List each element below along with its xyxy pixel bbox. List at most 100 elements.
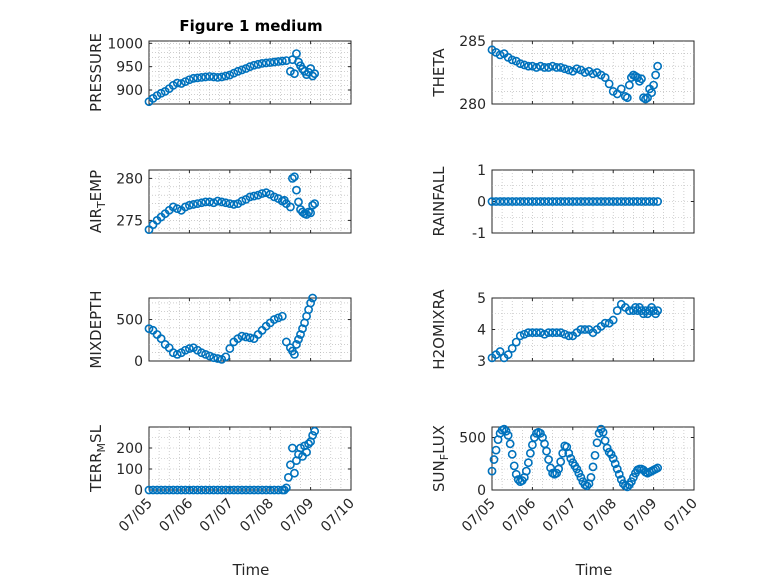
data-point — [168, 485, 178, 495]
y-axis-label-text: PRESSURE — [87, 33, 105, 112]
data-point — [209, 198, 219, 208]
data-point — [225, 199, 235, 208]
data-point — [306, 298, 315, 308]
data-point — [156, 334, 166, 344]
y-axis-label-rainfall: RAINFALL — [430, 166, 448, 237]
data-point — [213, 73, 223, 82]
data-point — [249, 485, 259, 495]
x-tick-label: 07/09 — [278, 496, 318, 536]
data-point — [649, 197, 658, 206]
data-point — [302, 70, 311, 79]
data-point — [308, 430, 318, 440]
data-point — [253, 190, 263, 200]
data-point — [184, 485, 194, 495]
data-point — [528, 197, 537, 206]
data-point — [588, 462, 598, 472]
data-point — [540, 197, 549, 206]
y-axis-label-mixdepth: MIXDEPTH — [87, 290, 105, 368]
data-point — [308, 71, 318, 81]
data-point — [273, 485, 283, 495]
data-point — [564, 448, 574, 458]
data-point — [536, 61, 545, 71]
data-point — [523, 197, 533, 206]
data-point — [523, 61, 533, 71]
data-point — [556, 197, 566, 206]
data-point — [608, 315, 618, 325]
data-point — [540, 329, 549, 339]
y-axis-label-sun_flux: SUNFLUX — [430, 425, 451, 492]
y-tick-label: 275 — [116, 213, 143, 229]
data-point — [172, 204, 182, 214]
y-axis-label-theta: THETA — [430, 48, 448, 98]
y-axis-label-text: AIR — [87, 208, 105, 233]
data-point — [279, 485, 289, 495]
data-point — [544, 197, 553, 206]
data-point — [519, 60, 529, 70]
data-point — [201, 349, 210, 359]
x-tick-label: 07/06 — [156, 495, 196, 535]
data-point — [507, 197, 517, 206]
y-axis-label-air_temp: AIRTEMP — [87, 170, 108, 233]
data-point — [189, 73, 198, 83]
data-point — [515, 331, 525, 341]
data-point — [542, 446, 551, 456]
data-point — [505, 439, 515, 449]
data-point — [624, 80, 634, 90]
y-axis-label-subscript: T — [95, 201, 108, 209]
y-axis-label-text: MIXDEPTH — [87, 290, 105, 368]
subplot-air_temp: 275 280 AIRTEMP — [87, 169, 352, 235]
data-point — [213, 196, 223, 206]
data-point — [221, 352, 231, 362]
data-point — [245, 192, 255, 202]
y-tick-label: 5 — [477, 291, 486, 307]
data-point — [164, 485, 174, 495]
y-tick-label: 500 — [116, 313, 143, 329]
data-point — [548, 197, 557, 206]
x-axis-label-left: Time — [232, 561, 270, 579]
data-point — [257, 485, 267, 495]
y-axis-label-h2omixra: H2OMIXRA — [430, 289, 448, 370]
data-point — [148, 485, 158, 495]
y-axis-label-subscript: M — [95, 443, 108, 453]
y-axis-label-suffix: EMP — [87, 170, 105, 201]
data-point — [548, 328, 557, 338]
data-point — [532, 63, 541, 72]
data-point — [225, 344, 235, 353]
data-point — [281, 56, 291, 65]
y-tick-label: 1 — [477, 163, 486, 179]
data-point — [277, 311, 287, 321]
data-point — [647, 88, 656, 98]
data-point — [566, 454, 576, 463]
data-point — [598, 427, 608, 437]
data-point — [653, 61, 663, 71]
data-point — [594, 428, 604, 438]
data-point — [172, 349, 182, 359]
y-axis-label-text: SUN — [430, 460, 448, 492]
data-point — [273, 57, 283, 66]
y-tick-label: 900 — [116, 83, 143, 99]
y-tick-label: 0 — [477, 483, 486, 499]
data-point — [241, 332, 251, 342]
data-point — [217, 197, 227, 207]
data-point — [168, 348, 178, 358]
y-axis-label-text: THETA — [430, 48, 448, 98]
data-point — [489, 455, 499, 464]
data-point — [495, 50, 505, 60]
data-point — [229, 485, 239, 495]
data-point — [197, 348, 206, 358]
data-point — [193, 199, 202, 208]
data-point — [172, 485, 182, 495]
y-tick-label: 280 — [459, 97, 486, 113]
data-point — [544, 455, 553, 464]
data-point — [269, 57, 279, 67]
figure-title: Figure 1 medium — [179, 17, 322, 35]
data-point — [233, 66, 243, 76]
data-point — [564, 197, 574, 206]
data-point — [144, 324, 154, 334]
data-point — [629, 472, 638, 482]
data-point — [249, 60, 259, 70]
data-point — [608, 197, 618, 206]
subplot-mixdepth: 0 500 MIXDEPTH — [87, 290, 352, 370]
data-point — [499, 424, 509, 434]
subplot-rainfall: -1 0 1 RAINFALL — [430, 163, 695, 242]
